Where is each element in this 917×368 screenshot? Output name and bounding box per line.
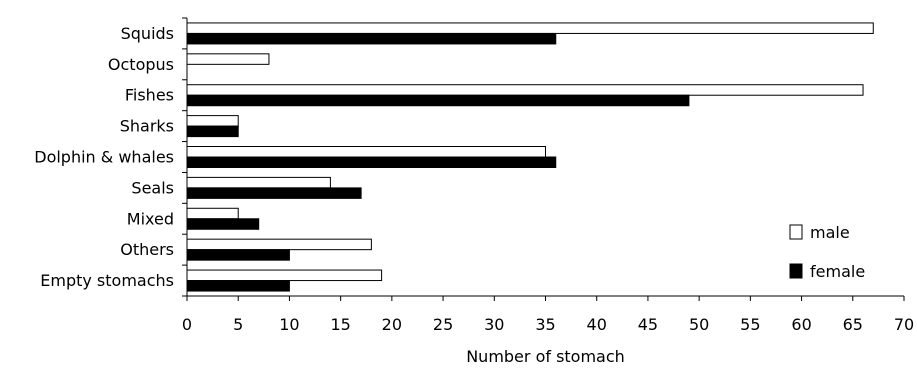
- category-label: Sharks: [120, 117, 174, 136]
- x-tick-labels: 0 5 10 15 20 25 30 35 40 45 50 55 60 65 70: [182, 315, 914, 334]
- bars-layer: [186, 22, 874, 292]
- category-label: Seals: [131, 178, 174, 197]
- bar-male-4: [186, 146, 546, 158]
- legend-swatch-male: [789, 224, 803, 240]
- bar-male-1: [186, 53, 270, 65]
- bar-male-3: [186, 115, 239, 127]
- bar-female-8: [186, 280, 290, 292]
- bar-male-6: [186, 207, 239, 220]
- x-tick-label: 35: [535, 315, 555, 334]
- x-tick-label: 70: [894, 315, 914, 334]
- bar-male-2: [186, 84, 864, 96]
- x-axis-title: Number of stomach: [466, 347, 625, 366]
- x-tick-label: 45: [638, 315, 658, 334]
- bar-female-2: [186, 94, 690, 107]
- bar-female-5: [186, 187, 362, 199]
- category-labels: Squids Octopus Fishes Sharks Dolphin & whale…: [34, 24, 174, 290]
- x-tick-label: 10: [279, 315, 299, 334]
- bar-male-5: [186, 176, 331, 189]
- category-label: Fishes: [125, 86, 174, 105]
- x-axis-ticks: [186, 296, 905, 301]
- bar-male-0: [186, 22, 874, 34]
- x-tick-label: 15: [330, 315, 350, 334]
- x-tick-label: 20: [382, 315, 402, 334]
- bar-female-6: [186, 218, 260, 230]
- x-tick-label: 30: [484, 315, 504, 334]
- x-tick-label: 0: [182, 315, 192, 334]
- category-label: Dolphin & whales: [34, 148, 174, 167]
- bar-female-7: [186, 249, 290, 261]
- x-tick-label: 5: [233, 315, 243, 334]
- x-tick-label: 65: [843, 315, 863, 334]
- category-label: Empty stomachs: [40, 271, 174, 290]
- bar-female-0: [186, 32, 557, 45]
- category-label: Mixed: [127, 209, 174, 228]
- x-tick-label: 60: [791, 315, 811, 334]
- bar-male-8: [186, 269, 383, 282]
- category-label: Squids: [121, 24, 174, 43]
- legend-label-male: male: [810, 223, 850, 242]
- bar-male-7: [186, 238, 372, 251]
- x-tick-label: 40: [587, 315, 607, 334]
- y-axis-ticks: [182, 17, 187, 297]
- bar-female-4: [186, 156, 557, 168]
- legend: male female: [789, 223, 865, 281]
- bar-female-3: [186, 125, 239, 138]
- category-label: Others: [120, 240, 174, 259]
- x-tick-label: 55: [740, 315, 760, 334]
- x-tick-label: 25: [433, 315, 453, 334]
- legend-label-female: female: [810, 262, 865, 281]
- legend-swatch-female: [789, 263, 803, 279]
- x-tick-label: 50: [689, 315, 709, 334]
- category-label: Octopus: [108, 55, 174, 74]
